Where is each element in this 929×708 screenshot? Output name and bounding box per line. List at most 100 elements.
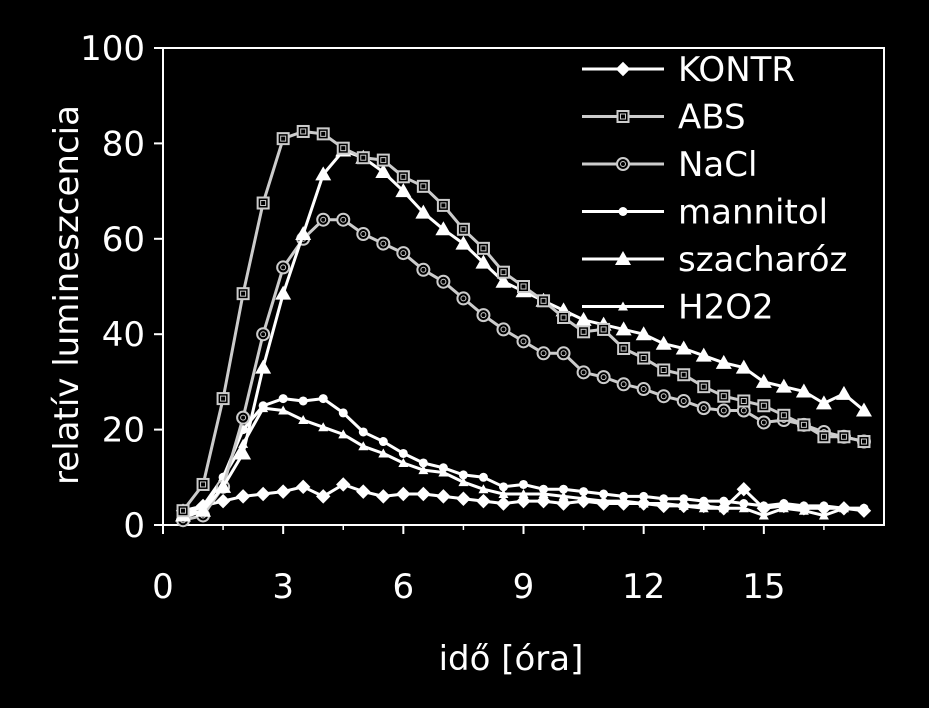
marker-shape: [475, 254, 492, 269]
marker-shape: [635, 326, 652, 341]
legend-marker: [615, 251, 631, 265]
marker-shape: [495, 273, 512, 288]
marker-shape: [255, 486, 271, 502]
data-point: [736, 482, 752, 497]
marker-inner: [280, 135, 287, 142]
y-tick-label: 60: [102, 220, 145, 260]
data-point: [336, 141, 350, 155]
marker-shape: [456, 491, 471, 506]
marker-inner: [560, 350, 567, 357]
legend-label: KONTR: [678, 50, 795, 90]
marker-shape: [316, 212, 331, 227]
data-point: [517, 280, 530, 293]
marker-shape: [615, 61, 631, 77]
data-point: [358, 427, 368, 437]
marker-inner: [620, 381, 627, 388]
marker-shape: [716, 403, 731, 418]
data-point: [235, 489, 251, 504]
marker-inner: [420, 266, 427, 273]
data-point: [516, 493, 531, 509]
data-point: [536, 346, 551, 361]
marker-shape: [356, 227, 371, 242]
data-point: [559, 484, 569, 494]
data-point: [436, 274, 451, 289]
data-point: [599, 489, 609, 499]
data-point: [255, 486, 271, 502]
marker-shape: [557, 311, 571, 325]
data-point: [295, 226, 312, 241]
data-point: [579, 487, 589, 497]
marker-shape: [835, 385, 852, 400]
marker-shape: [736, 482, 752, 497]
data-point: [556, 496, 571, 511]
data-point: [498, 482, 508, 492]
data-point: [336, 212, 351, 227]
data-point: [795, 383, 812, 398]
marker-shape: [298, 396, 308, 406]
legend: KONTR ABS NaCl mannitol szacharóz H2O2: [582, 50, 847, 328]
data-point: [797, 418, 811, 432]
x-tick-label: 3: [272, 567, 294, 607]
marker-inner: [760, 402, 767, 409]
marker-inner: [640, 386, 647, 393]
data-point: [356, 227, 371, 242]
data-point: [435, 221, 452, 236]
marker-shape: [716, 501, 731, 516]
marker-shape: [255, 359, 272, 374]
data-point: [416, 486, 431, 502]
data-point: [298, 396, 308, 406]
data-point: [519, 479, 528, 489]
marker-shape: [498, 488, 509, 498]
marker-shape: [556, 496, 571, 511]
marker-shape: [318, 422, 329, 432]
marker-shape: [836, 501, 852, 516]
data-point: [295, 479, 311, 495]
marker-shape: [677, 368, 691, 382]
data-point: [475, 254, 492, 269]
data-point: [556, 346, 571, 361]
data-point: [756, 415, 771, 430]
marker-inner: [340, 216, 347, 223]
marker-shape: [256, 196, 270, 210]
marker-shape: [458, 470, 468, 480]
axes: 0 20 40 60 80 100 0 3 6 9 12 15: [80, 29, 885, 607]
marker-shape: [418, 458, 428, 468]
data-point: [436, 489, 451, 504]
legend-entry-abs: ABS: [582, 98, 746, 138]
data-point: [278, 394, 288, 404]
data-point: [516, 334, 531, 349]
marker-shape: [775, 378, 792, 393]
data-point: [716, 403, 731, 418]
marker-shape: [295, 226, 312, 241]
marker-shape: [496, 265, 510, 279]
data-point: [676, 393, 691, 408]
marker-shape: [636, 496, 651, 511]
marker-shape: [215, 478, 232, 493]
data-point: [376, 153, 390, 167]
marker-shape: [656, 498, 671, 514]
marker-shape: [398, 448, 408, 458]
marker-inner: [580, 328, 587, 335]
data-point: [455, 235, 472, 250]
marker-shape: [616, 157, 630, 171]
data-point: [195, 502, 212, 517]
data-point: [315, 166, 332, 181]
marker-shape: [797, 418, 811, 432]
data-point: [738, 503, 749, 513]
marker-inner: [680, 397, 687, 404]
marker-shape: [216, 392, 230, 406]
marker-shape: [378, 448, 389, 458]
marker-shape: [696, 498, 711, 514]
marker-shape: [236, 410, 251, 425]
data-point: [296, 124, 310, 138]
data-point: [378, 437, 388, 447]
marker-inner: [440, 202, 447, 209]
marker-shape: [395, 183, 412, 198]
marker-shape: [519, 479, 528, 489]
data-point: [715, 354, 732, 369]
marker-shape: [376, 153, 390, 167]
data-point: [518, 488, 529, 498]
data-point: [398, 457, 409, 467]
legend-marker: [616, 110, 630, 123]
